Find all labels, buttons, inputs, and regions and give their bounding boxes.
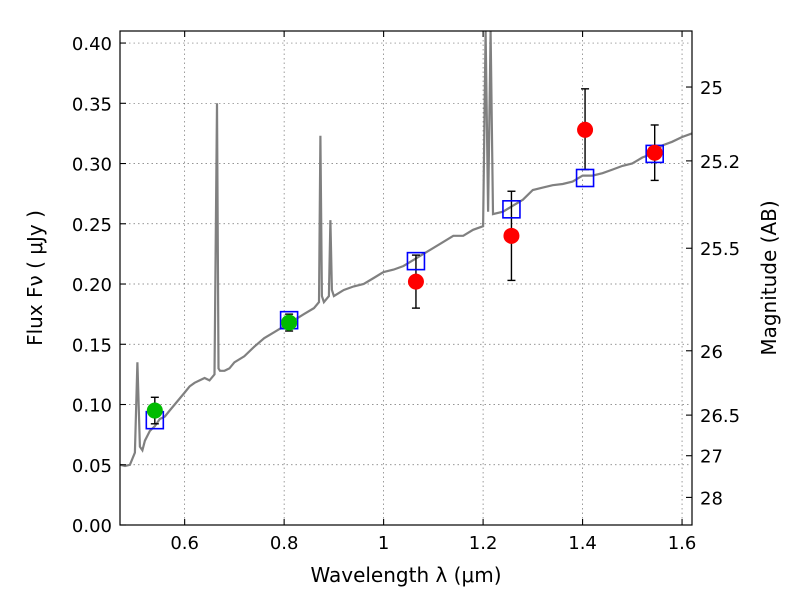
y-tick-label: 0.20 xyxy=(72,275,112,296)
observed-point xyxy=(281,314,298,331)
y-right-axis-label: Magnitude (AB) xyxy=(757,200,781,355)
y-tick-label: 0.10 xyxy=(72,396,112,417)
grid-layer xyxy=(120,31,692,525)
right-tick-label: 25 xyxy=(700,78,723,99)
model-photometry-square xyxy=(575,168,595,188)
x-tick-label: 1.2 xyxy=(469,533,498,554)
x-tick-label: 0.8 xyxy=(270,533,299,554)
right-tick-label: 26 xyxy=(700,342,723,363)
right-tick-label: 25.5 xyxy=(700,239,740,260)
x-axis-label: Wavelength λ (μm) xyxy=(310,563,501,587)
spectrum-layer xyxy=(120,31,692,468)
right-tick-label: 27 xyxy=(700,447,723,468)
right-tick-label: 26.5 xyxy=(700,406,740,427)
observed-point xyxy=(407,273,424,290)
x-tick-label: 0.6 xyxy=(170,533,199,554)
y-axis-label: Flux Fν ( μJy ) xyxy=(23,210,47,346)
y-tick-label: 0.15 xyxy=(72,335,112,356)
x-tick-label: 1.6 xyxy=(668,533,697,554)
right-tick-label: 25.2 xyxy=(700,152,740,173)
y-tick-label: 0.40 xyxy=(72,34,112,55)
y-tick-label: 0.35 xyxy=(72,94,112,115)
y-tick-label: 0.25 xyxy=(72,215,112,236)
y-tick-label: 0.00 xyxy=(72,516,112,537)
observed-point xyxy=(646,144,663,161)
observed-point xyxy=(503,227,520,244)
tick-layer: 0.6 0.8 1 1.2 1.4 1.6 0.00 0.05 0.10 0.15 0.20 0.25… xyxy=(72,31,740,554)
right-tick-label: 28 xyxy=(700,488,723,509)
observed-point xyxy=(577,121,594,138)
marker-layer xyxy=(145,88,664,430)
y-tick-label: 0.30 xyxy=(72,155,112,176)
x-tick-label: 1.4 xyxy=(568,533,597,554)
plot-frame xyxy=(119,30,693,526)
observed-point xyxy=(146,402,163,419)
spectrum-line xyxy=(120,31,692,468)
model-photometry-square xyxy=(502,200,521,219)
x-tick-label: 1 xyxy=(378,533,389,554)
model-photometry-square xyxy=(406,251,426,271)
y-tick-label: 0.05 xyxy=(72,456,112,477)
